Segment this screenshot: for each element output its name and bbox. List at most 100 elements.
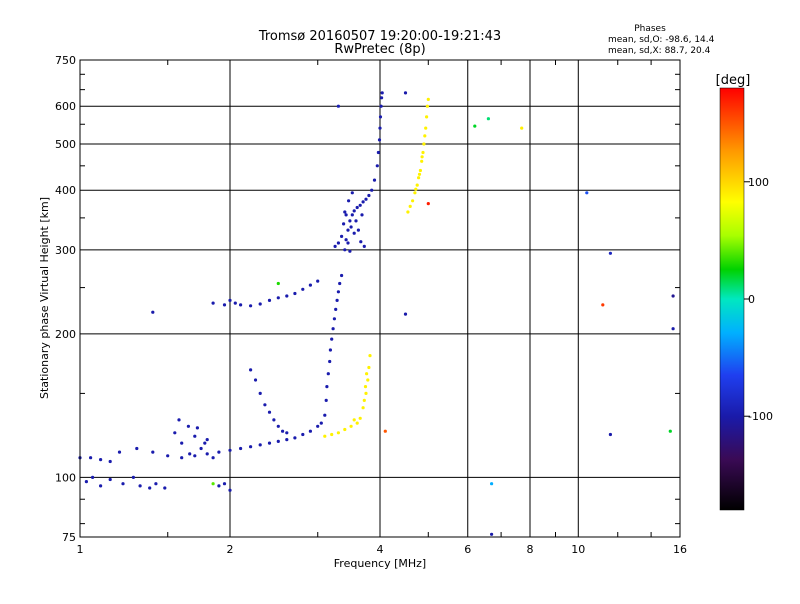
data-point (108, 459, 112, 464)
data-point (344, 238, 348, 242)
data-point (272, 418, 276, 422)
data-point (285, 431, 289, 435)
data-point (352, 231, 356, 235)
data-point (426, 97, 430, 101)
data-point (180, 441, 184, 445)
data-point (349, 424, 353, 428)
data-point (379, 104, 383, 108)
data-point (99, 484, 103, 488)
data-point (217, 450, 221, 454)
phase-stats-x: mean, sd,X: 88.7, 20.4 (608, 46, 711, 56)
data-point (352, 209, 356, 213)
data-point (403, 91, 408, 95)
data-point (222, 482, 227, 486)
colorbar-unit: [deg] (716, 73, 751, 88)
data-point (199, 446, 203, 451)
data-point (267, 441, 272, 445)
data-point (668, 429, 672, 433)
data-point (301, 287, 305, 291)
data-point (490, 532, 494, 536)
data-point (263, 403, 267, 407)
data-point (420, 155, 424, 159)
colorbar (719, 87, 745, 511)
data-point (361, 200, 365, 204)
data-point (363, 385, 368, 389)
data-point (328, 359, 332, 364)
data-point (135, 446, 139, 451)
data-point (473, 124, 477, 128)
x-tick-label: 16 (673, 543, 687, 556)
data-point (348, 219, 352, 223)
x-tick-label: 2 (227, 543, 234, 556)
data-point (343, 427, 347, 432)
data-point (293, 436, 297, 440)
data-point (173, 431, 177, 435)
data-point (336, 104, 340, 108)
data-point (163, 486, 167, 490)
data-point (364, 391, 368, 395)
data-point (360, 213, 364, 217)
data-point (239, 446, 243, 451)
data-point (406, 210, 410, 214)
data-point (354, 219, 358, 223)
data-point (166, 454, 170, 458)
data-point (366, 378, 370, 382)
data-point (267, 410, 272, 414)
data-point (228, 448, 232, 452)
data-point (328, 348, 332, 352)
data-point (276, 439, 280, 443)
data-point (258, 443, 262, 447)
data-point (330, 432, 334, 437)
data-point (193, 454, 197, 458)
data-point (316, 279, 320, 283)
data-point (585, 191, 589, 195)
data-point (333, 244, 337, 248)
data-point (413, 191, 417, 195)
data-point (249, 445, 253, 449)
data-point (408, 204, 412, 208)
data-point (131, 475, 135, 479)
data-point (349, 225, 353, 229)
data-point (380, 91, 384, 95)
y-tick-label: 200 (55, 328, 76, 341)
data-point (364, 197, 368, 201)
data-point (331, 327, 335, 331)
data-point (403, 312, 408, 316)
y-tick-label: 75 (62, 531, 76, 544)
data-point (332, 317, 336, 321)
chart-subtitle: RwPretec (8p) (334, 42, 425, 57)
data-point (671, 327, 675, 331)
x-axis-ticks: 1 2 4 6 8 10 16 (77, 60, 687, 556)
data-point (258, 391, 262, 395)
chart-title: Tromsø 20160507 19:20:00-19:21:43 (258, 29, 501, 44)
data-point (365, 372, 369, 376)
data-point (211, 301, 215, 305)
data-point (91, 475, 95, 479)
data-point (99, 458, 103, 462)
data-point (342, 222, 346, 226)
colorbar-ticks: 100 0 -100 (744, 176, 773, 423)
data-point (355, 421, 359, 425)
data-point (121, 482, 125, 486)
data-point (211, 456, 215, 460)
data-point (367, 193, 371, 198)
data-point (422, 142, 426, 146)
colorbar-tick-label: -100 (748, 410, 773, 423)
data-point (228, 298, 232, 302)
data-point (249, 304, 253, 308)
data-point (601, 303, 605, 307)
data-point (258, 302, 262, 306)
data-point (356, 228, 360, 232)
data-point (267, 298, 272, 302)
y-axis-label: Stationary phase Virtual Height [km] (38, 197, 51, 399)
data-point (195, 426, 199, 430)
data-point (151, 450, 155, 454)
data-point (330, 337, 334, 341)
data-point (383, 429, 387, 433)
data-point (316, 424, 320, 428)
data-point (415, 183, 419, 187)
data-point (347, 199, 351, 203)
data-point (352, 418, 356, 422)
scatter-points (78, 91, 675, 536)
